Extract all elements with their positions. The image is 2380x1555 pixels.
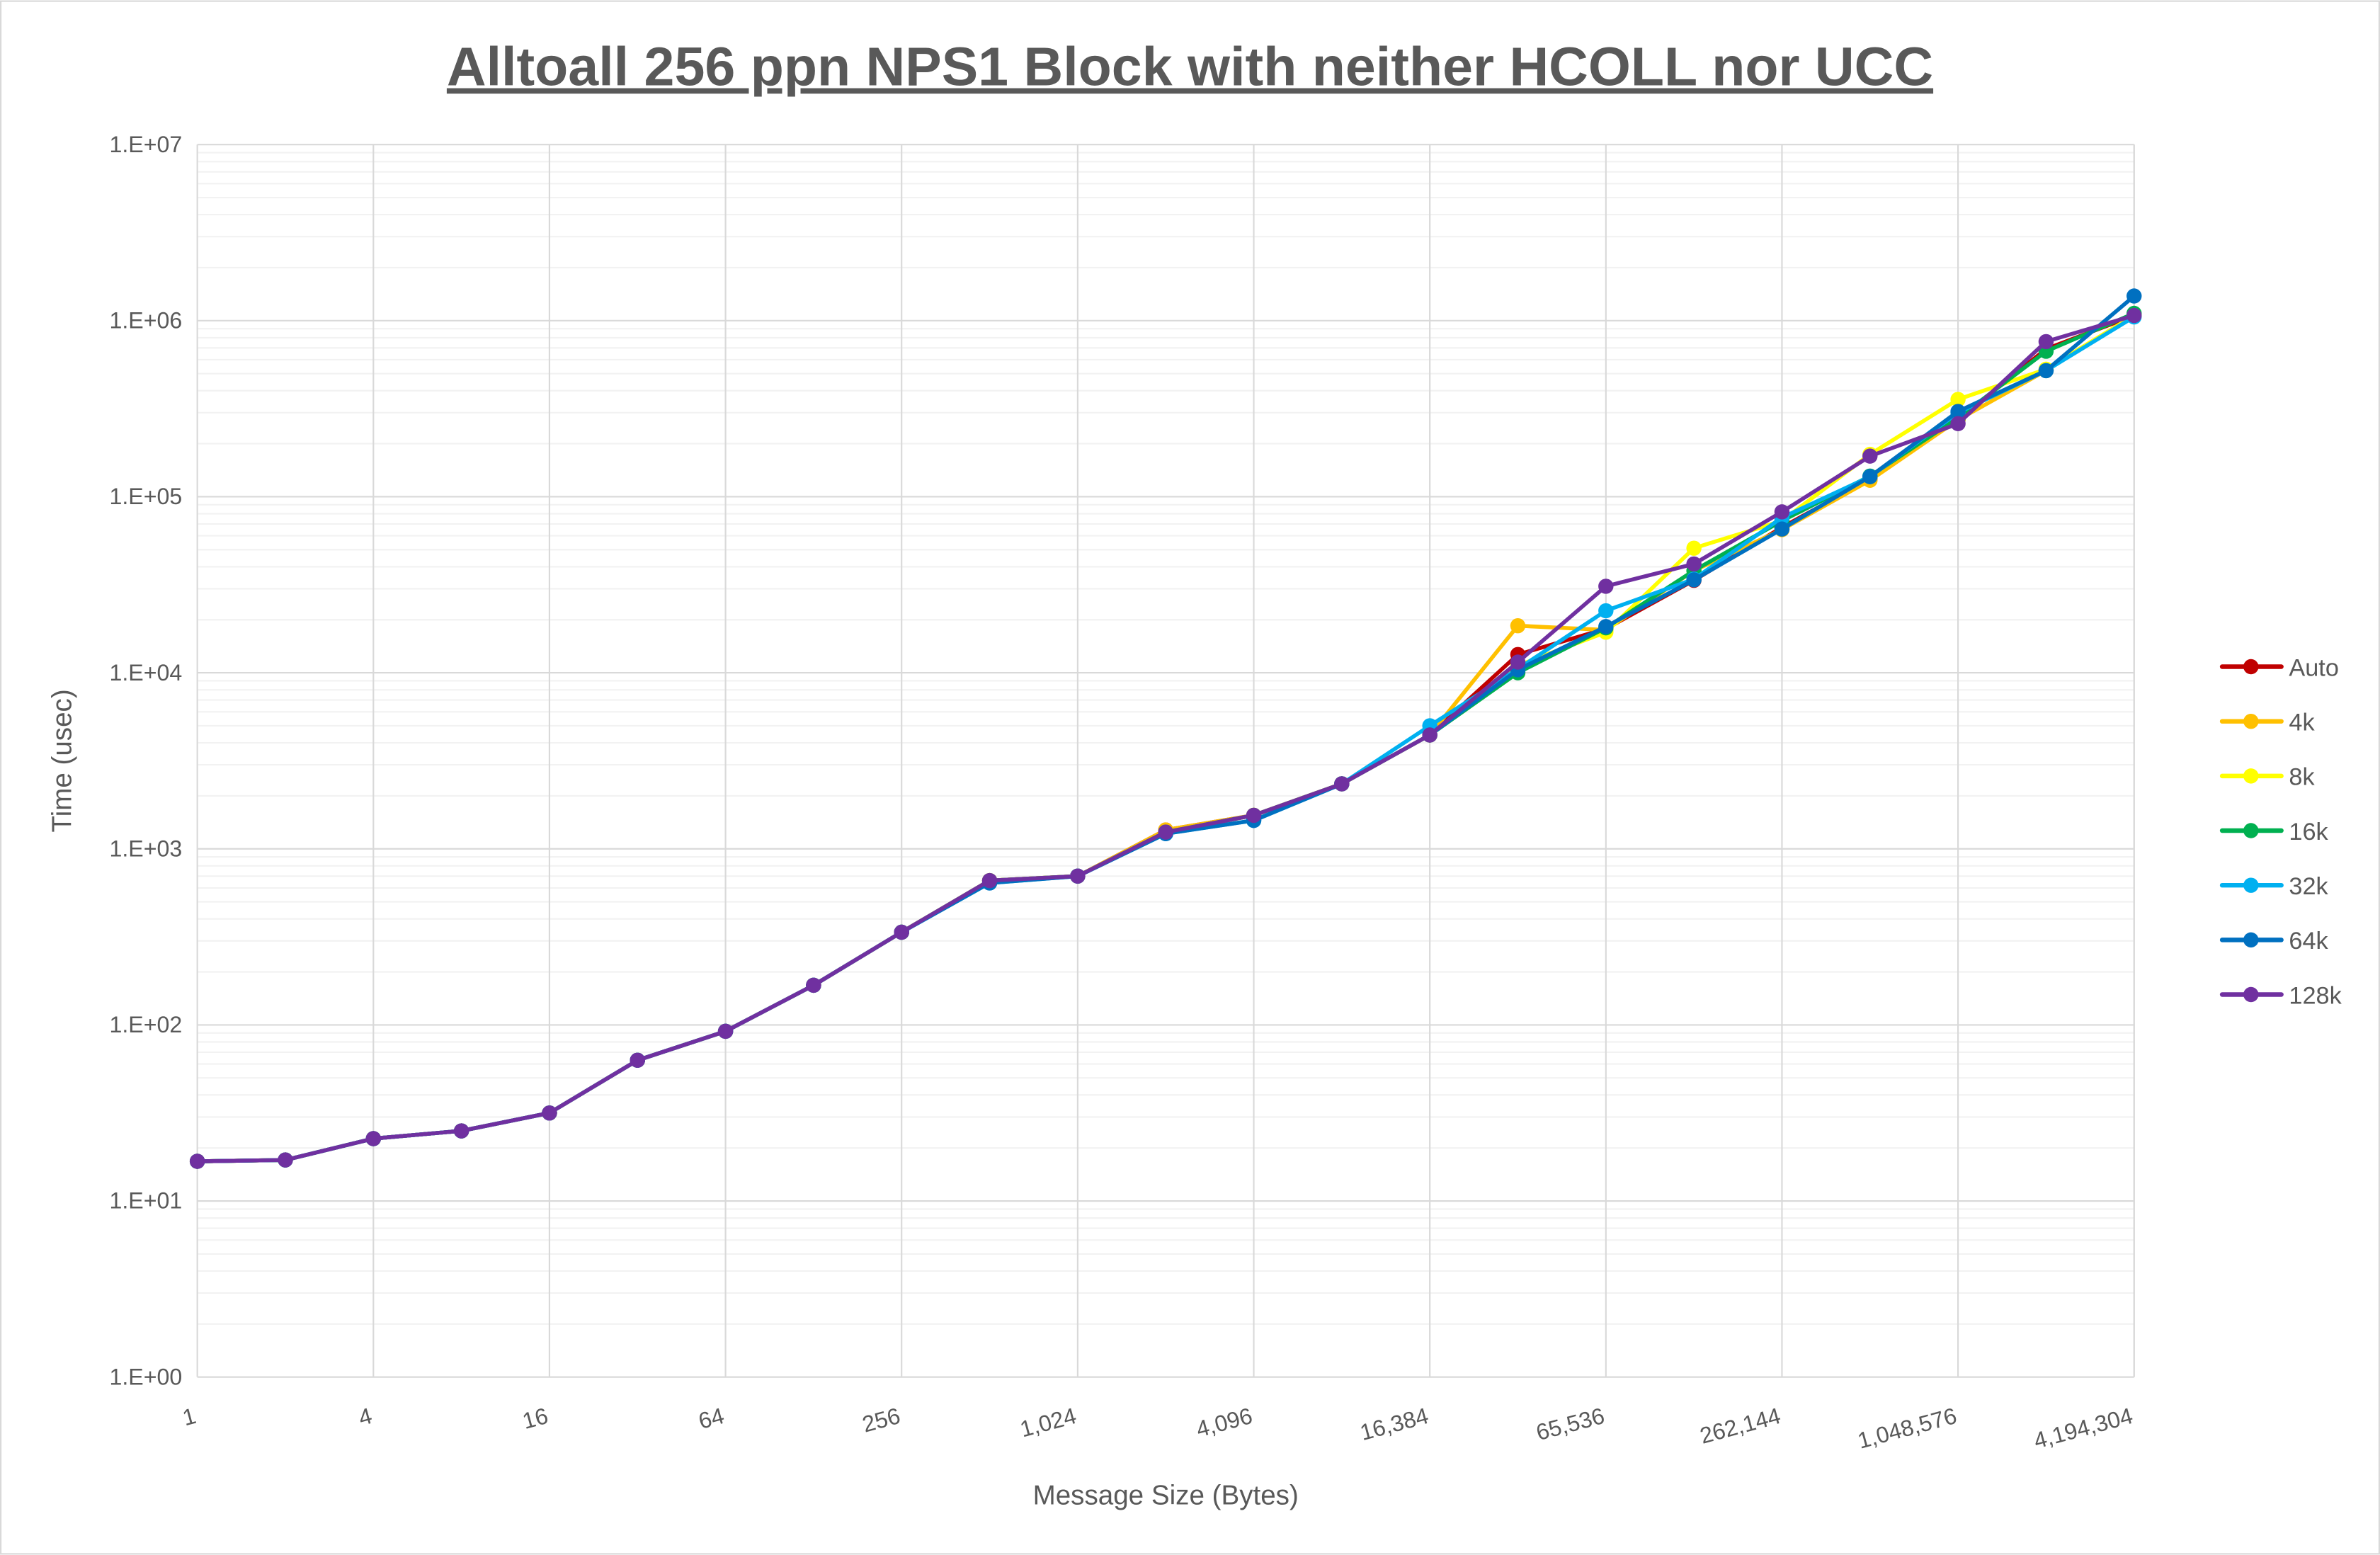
legend-marker: [2243, 713, 2259, 729]
data-point: [1862, 448, 1878, 464]
y-tick-label: 1.E+04: [109, 660, 182, 685]
y-tick-label: 1.E+07: [109, 132, 182, 157]
legend-item: 16k: [2219, 819, 2329, 845]
legend-marker: [2243, 823, 2259, 838]
data-point: [2126, 288, 2142, 304]
series-lines: [189, 288, 2142, 1169]
y-tick-label: 1.E+05: [109, 484, 182, 509]
data-point: [1950, 404, 1966, 419]
data-point: [542, 1105, 557, 1121]
data-point: [1334, 776, 1350, 792]
legend-marker: [2243, 768, 2259, 784]
data-point: [1598, 579, 1614, 594]
data-point: [630, 1052, 645, 1069]
data-point: [1950, 416, 1966, 431]
y-tick-label: 1.E+03: [109, 836, 182, 861]
data-point: [1510, 617, 1526, 634]
data-point: [1510, 654, 1526, 670]
data-point: [1686, 556, 1702, 572]
legend-marker: [2243, 986, 2259, 1003]
data-point: [1070, 868, 1086, 884]
data-point: [453, 1123, 469, 1139]
y-tick-label: 1.E+06: [109, 308, 182, 334]
legend-marker: [2243, 932, 2259, 948]
data-point: [894, 924, 909, 940]
legend-item: 32k: [2219, 873, 2329, 900]
legend: Auto 4k 8k 16k 32k 64k 128k: [2219, 654, 2342, 1009]
legend-label: 8k: [2289, 764, 2315, 791]
data-point: [1422, 727, 1437, 743]
legend-item: 128k: [2219, 982, 2342, 1009]
y-axis-label: Time (usec): [47, 689, 78, 832]
y-tick-label: 1.E+02: [109, 1012, 182, 1037]
data-point: [1598, 603, 1614, 619]
legend-marker: [2243, 659, 2259, 675]
y-tick-label: 1.E+00: [109, 1364, 182, 1389]
legend-label: 4k: [2289, 710, 2315, 736]
data-point: [1686, 572, 1702, 588]
data-point: [1950, 392, 1966, 407]
data-point: [1686, 540, 1702, 556]
data-point: [806, 977, 821, 993]
x-axis-label: Message Size (Bytes): [1033, 1481, 1299, 1511]
data-point: [2126, 307, 2142, 324]
series-128k: [189, 307, 2142, 1169]
chart-title: Alltoall 256 ppn NPS1 Block with neither…: [447, 37, 1933, 98]
data-point: [1774, 521, 1790, 537]
x-tick-label: 16: [520, 1403, 551, 1434]
legend-label: 32k: [2289, 873, 2328, 900]
data-point: [189, 1154, 205, 1169]
data-point: [2038, 334, 2054, 350]
x-tick-label: 64: [696, 1403, 727, 1434]
legend-item: Auto: [2219, 654, 2339, 681]
legend-item: 4k: [2219, 710, 2315, 736]
legend-label: 64k: [2289, 928, 2328, 955]
legend-item: 8k: [2219, 764, 2315, 791]
data-point: [365, 1131, 382, 1146]
y-axis-ticks: 1.E+00 1.E+01 1.E+02 1.E+03 1.E+04 1.E+05 1.E+…: [109, 132, 182, 1390]
data-point: [981, 872, 998, 889]
data-point: [2038, 363, 2054, 379]
legend-marker: [2243, 877, 2259, 893]
data-point: [1598, 619, 1614, 634]
legend-label: 128k: [2289, 982, 2342, 1009]
legend-label: 16k: [2289, 819, 2328, 845]
data-point: [1158, 824, 1173, 840]
data-point: [1246, 807, 1262, 824]
data-point: [717, 1023, 734, 1039]
data-point: [1774, 504, 1790, 520]
data-point: [278, 1152, 293, 1168]
data-point: [1862, 469, 1878, 484]
y-tick-label: 1.E+01: [109, 1188, 182, 1214]
legend-label: Auto: [2289, 654, 2339, 681]
legend-item: 64k: [2219, 928, 2329, 955]
